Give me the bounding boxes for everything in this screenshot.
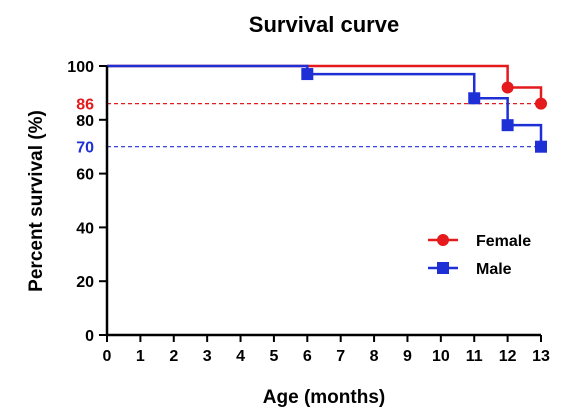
chart-title: Survival curve xyxy=(249,12,399,37)
data-markers xyxy=(301,68,547,153)
legend-marker-male xyxy=(437,262,449,274)
x-tick-label: 9 xyxy=(403,348,412,365)
x-tick-label: 1 xyxy=(136,348,145,365)
reference-lines: 86 70 xyxy=(76,97,541,157)
reference-line-label: 86 xyxy=(76,97,94,114)
x-tick-label: 2 xyxy=(169,348,178,365)
y-tick-label: 60 xyxy=(76,167,94,184)
y-tick-label: 100 xyxy=(67,59,94,76)
y-tick-label: 40 xyxy=(76,220,94,237)
legend-label-female: Female xyxy=(476,233,531,250)
x-tick-label: 4 xyxy=(236,348,245,365)
legend-marker-female xyxy=(437,234,449,246)
x-tick-label: 8 xyxy=(370,348,379,365)
x-tick-label: 12 xyxy=(499,348,517,365)
data-point-male xyxy=(301,68,314,81)
series-lines xyxy=(107,64,543,147)
y-tick-label: 20 xyxy=(76,274,94,291)
x-tick-label: 11 xyxy=(466,348,483,365)
data-point-male xyxy=(468,92,481,105)
data-point-female xyxy=(535,97,547,110)
data-point-male xyxy=(535,140,547,153)
x-tick-label: 3 xyxy=(203,348,212,365)
x-axis-label: Age (months) xyxy=(263,387,385,408)
y-tick-label: 0 xyxy=(85,328,94,345)
y-tick-label: 80 xyxy=(76,113,94,130)
x-ticks: 0 1 2 3 4 5 6 7 8 9 10 11 12 13 xyxy=(103,335,550,365)
x-tick-label: 7 xyxy=(336,348,345,365)
x-tick-label: 6 xyxy=(303,348,312,365)
data-point-female xyxy=(501,81,514,94)
series-line-male xyxy=(107,64,543,147)
y-ticks: 0 20 40 60 80 100 xyxy=(67,59,107,345)
legend: Female Male xyxy=(428,233,531,278)
reference-line-label: 70 xyxy=(76,140,94,157)
y-axis-label: Percent survival (%) xyxy=(26,110,47,292)
x-tick-label: 13 xyxy=(532,348,550,365)
x-tick-label: 10 xyxy=(432,348,450,365)
data-point-male xyxy=(501,119,514,132)
x-tick-label: 0 xyxy=(103,348,112,365)
legend-label-male: Male xyxy=(476,261,512,278)
x-tick-label: 5 xyxy=(269,348,278,365)
